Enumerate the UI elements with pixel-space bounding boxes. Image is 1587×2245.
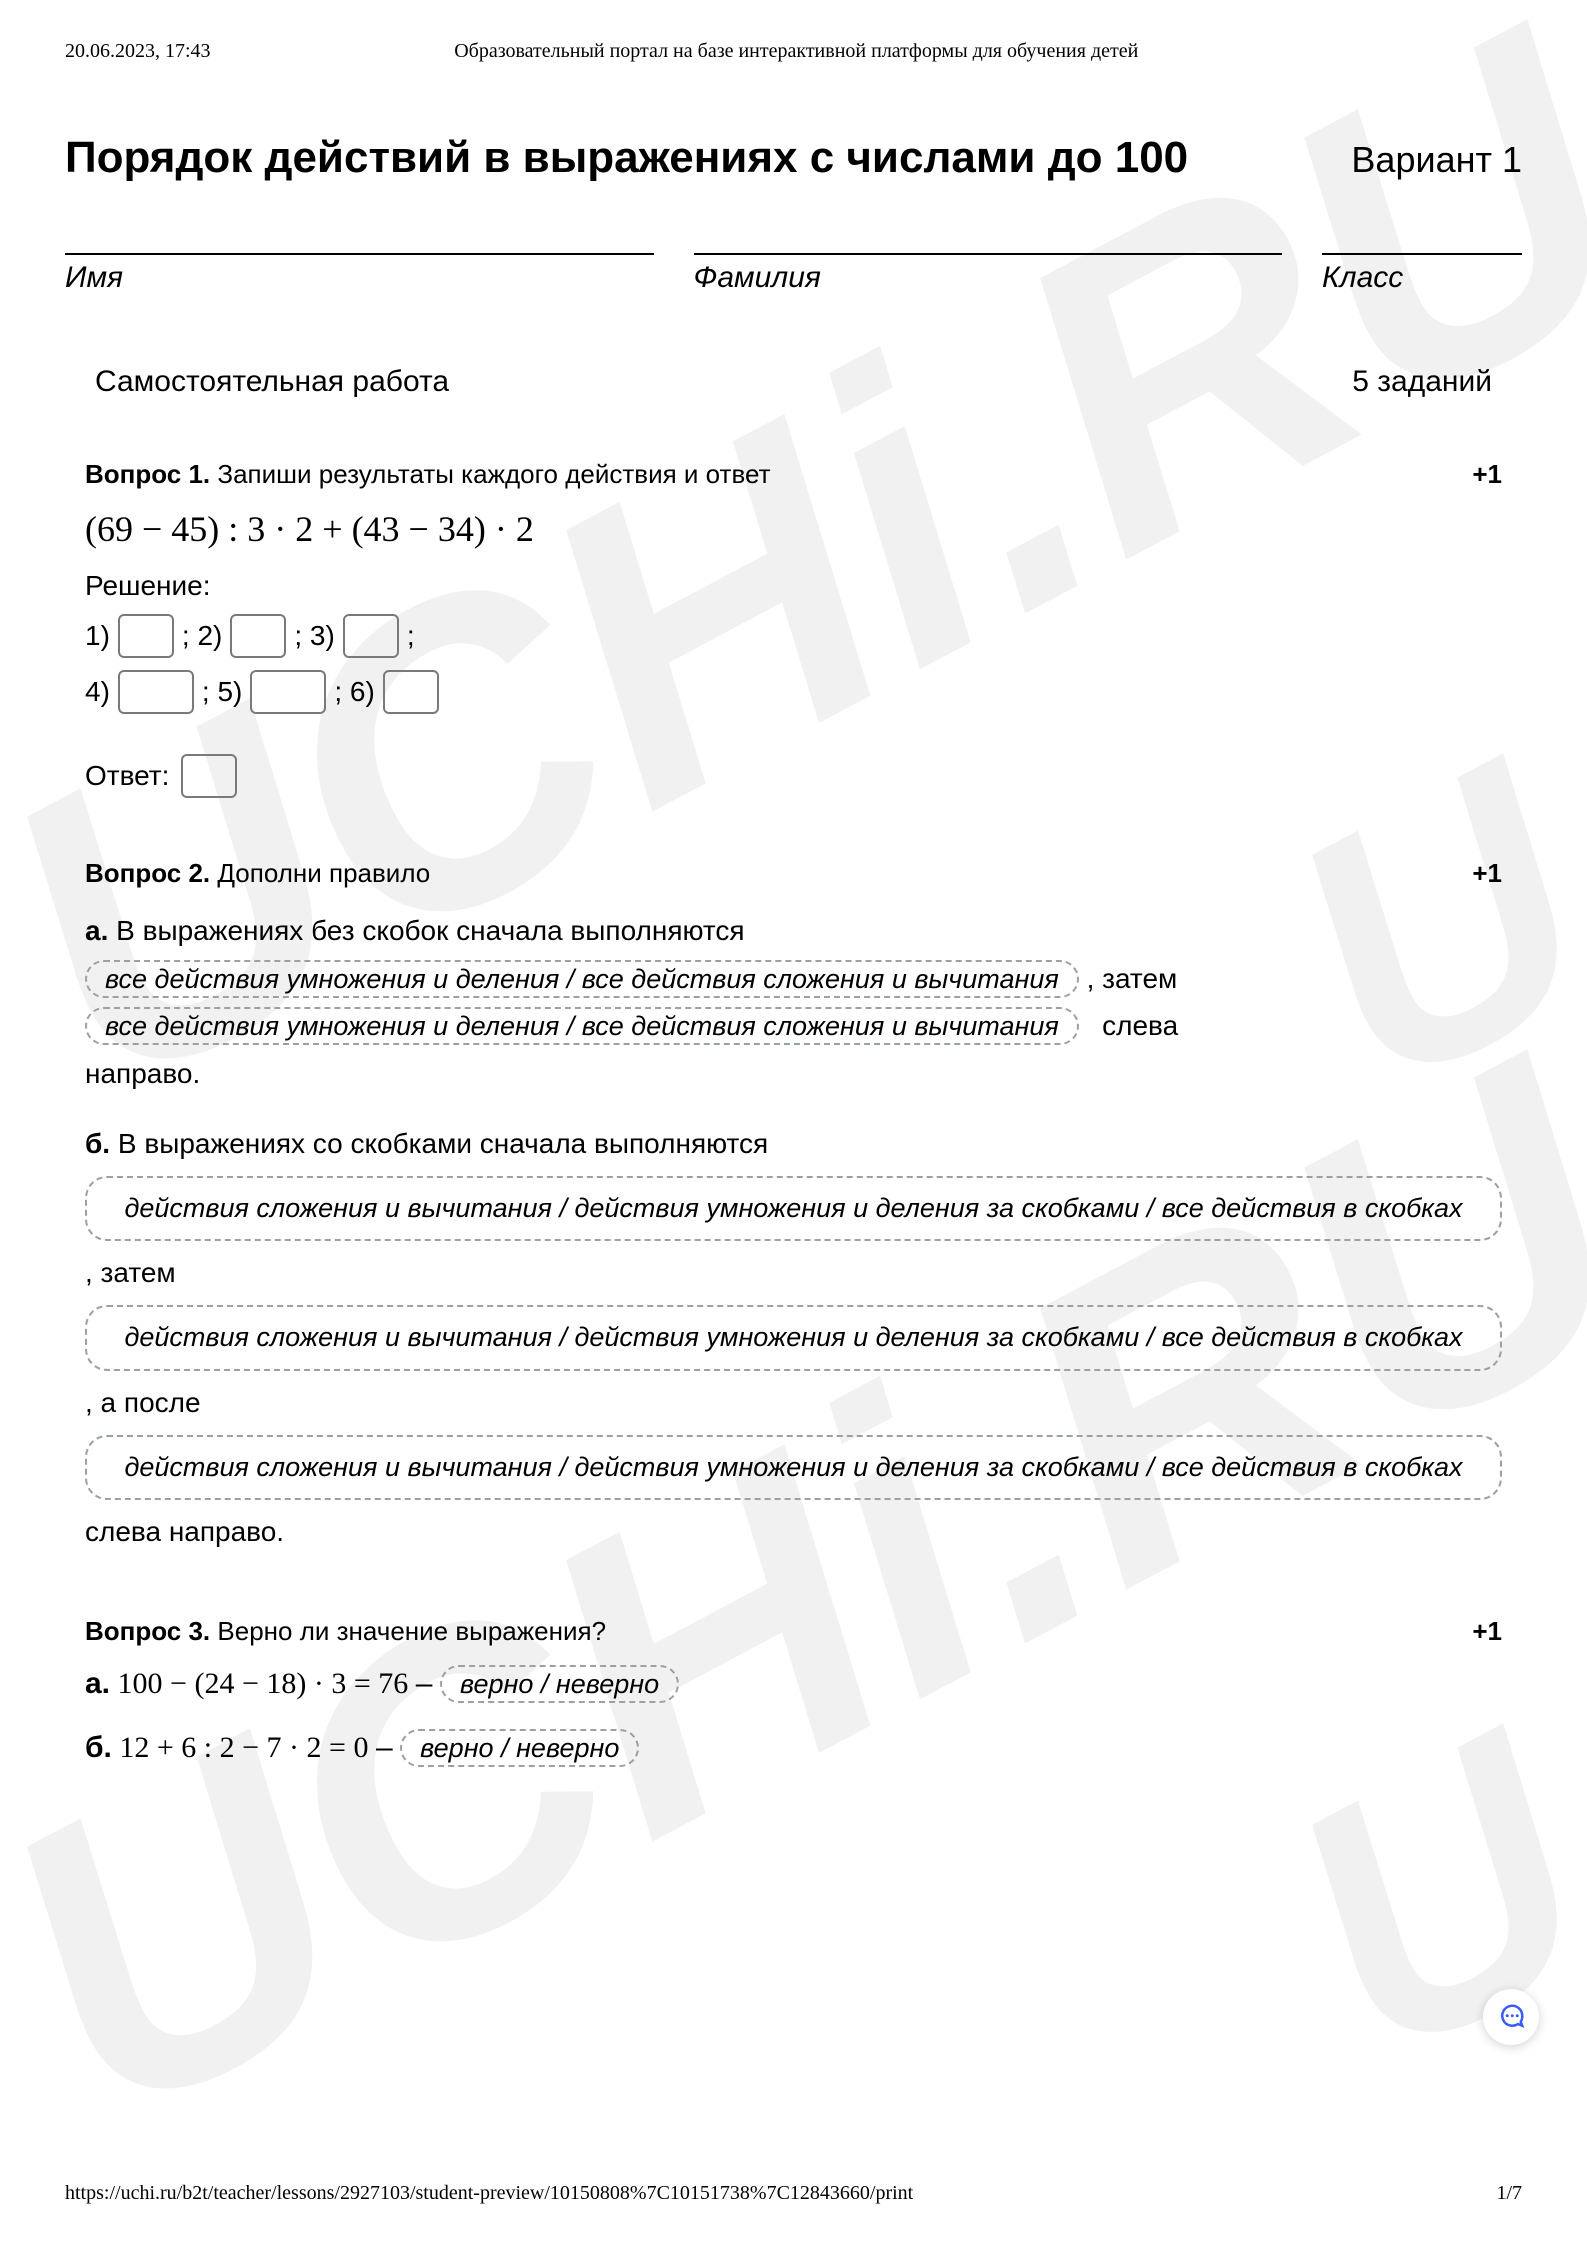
q2-points: +1: [1472, 858, 1502, 889]
surname-field[interactable]: Фамилия: [694, 253, 1283, 295]
work-type: Самостоятельная работа: [95, 365, 449, 399]
q2a-text: В выражениях без скобок сначала выполняю…: [116, 915, 744, 946]
step-label: ; 5): [202, 676, 242, 708]
step-label: ;: [407, 620, 415, 652]
q1-answer-label: Ответ:: [85, 760, 169, 792]
choice-block[interactable]: действия сложения и вычитания / действия…: [85, 1435, 1502, 1501]
task-count: 5 заданий: [1352, 365, 1492, 399]
print-datetime: 20.06.2023, 17:43: [65, 40, 211, 63]
step-label: ; 6): [334, 676, 374, 708]
q2a-letter: а.: [85, 915, 108, 946]
q2a-mid: , затем: [1087, 963, 1178, 994]
step-label: ; 2): [182, 620, 222, 652]
step-label: 1): [85, 620, 110, 652]
question-2: Вопрос 2. Дополни правило +1 а. В выраже…: [65, 858, 1522, 1556]
q2a-end2: направо.: [85, 1058, 200, 1089]
q1-label: Вопрос 1.: [85, 459, 210, 489]
choice-block[interactable]: действия сложения и вычитания / действия…: [85, 1305, 1502, 1371]
step-label: ; 3): [294, 620, 334, 652]
q2b-mid1: , затем: [85, 1257, 176, 1288]
variant-label: Вариант 1: [1351, 139, 1522, 181]
print-header: 20.06.2023, 17:43 Образовательный портал…: [65, 40, 1522, 63]
q3-prompt: Верно ли значение выражения?: [217, 1616, 606, 1646]
answer-box[interactable]: [250, 670, 326, 714]
page-number: 1/7: [1496, 2182, 1522, 2205]
q2b-end: слева направо.: [85, 1516, 284, 1547]
answer-box[interactable]: [118, 614, 174, 658]
q1-prompt: Запиши результаты каждого действия и отв…: [217, 459, 770, 489]
q3-points: +1: [1472, 1616, 1502, 1647]
print-site-title: Образовательный портал на базе интеракти…: [211, 40, 1382, 63]
q3b-letter: б.: [85, 1731, 112, 1764]
choice-pill[interactable]: все действия умножения и деления / все д…: [85, 960, 1079, 998]
q3a-expression: 100 − (24 − 18) · 3 = 76: [118, 1667, 409, 1700]
choice-pill[interactable]: все действия умножения и деления / все д…: [85, 1007, 1079, 1045]
answer-box[interactable]: [383, 670, 439, 714]
q2b-letter: б.: [85, 1128, 110, 1159]
q3b-expression: 12 + 6 : 2 − 7 · 2 = 0: [119, 1731, 368, 1764]
q1-solution-label: Решение:: [85, 570, 1502, 602]
q1-points: +1: [1472, 459, 1502, 490]
choice-block[interactable]: действия сложения и вычитания / действия…: [85, 1176, 1502, 1242]
answer-box[interactable]: [118, 670, 194, 714]
q1-steps-row1: 1) ; 2) ; 3);: [85, 614, 1502, 658]
q3-label: Вопрос 3.: [85, 1616, 210, 1646]
q2-prompt: Дополни правило: [217, 858, 430, 888]
q2b-text: В выражениях со скобками сначала выполня…: [118, 1128, 768, 1159]
choice-pill[interactable]: верно / неверно: [400, 1729, 639, 1767]
chat-button[interactable]: [1483, 1989, 1539, 2045]
q2a-end1: слева: [1102, 1010, 1178, 1041]
answer-box[interactable]: [230, 614, 286, 658]
class-field[interactable]: Класс: [1322, 253, 1522, 295]
chat-icon: [1496, 2002, 1526, 2032]
q3a-letter: а.: [85, 1667, 110, 1700]
q1-expression: (69 − 45) : 3 · 2 + (43 − 34) · 2: [85, 508, 1502, 550]
dash: –: [416, 1667, 433, 1700]
dash: –: [376, 1731, 393, 1764]
answer-box[interactable]: [343, 614, 399, 658]
page-title: Порядок действий в выражениях с числами …: [65, 133, 1188, 183]
name-field[interactable]: Имя: [65, 253, 654, 295]
question-3: Вопрос 3. Верно ли значение выражения? +…: [65, 1616, 1522, 1765]
question-1: Вопрос 1. Запиши результаты каждого дейс…: [65, 459, 1522, 798]
student-fields: Имя Фамилия Класс: [65, 253, 1522, 295]
q2b-mid2: , а после: [85, 1387, 201, 1418]
choice-pill[interactable]: верно / неверно: [440, 1665, 679, 1703]
print-url: https://uchi.ru/b2t/teacher/lessons/2927…: [65, 2182, 913, 2205]
final-answer-box[interactable]: [181, 754, 237, 798]
step-label: 4): [85, 676, 110, 708]
q2-label: Вопрос 2.: [85, 858, 210, 888]
print-footer: https://uchi.ru/b2t/teacher/lessons/2927…: [65, 2182, 1522, 2205]
q1-steps-row2: 4) ; 5) ; 6): [85, 670, 1502, 714]
